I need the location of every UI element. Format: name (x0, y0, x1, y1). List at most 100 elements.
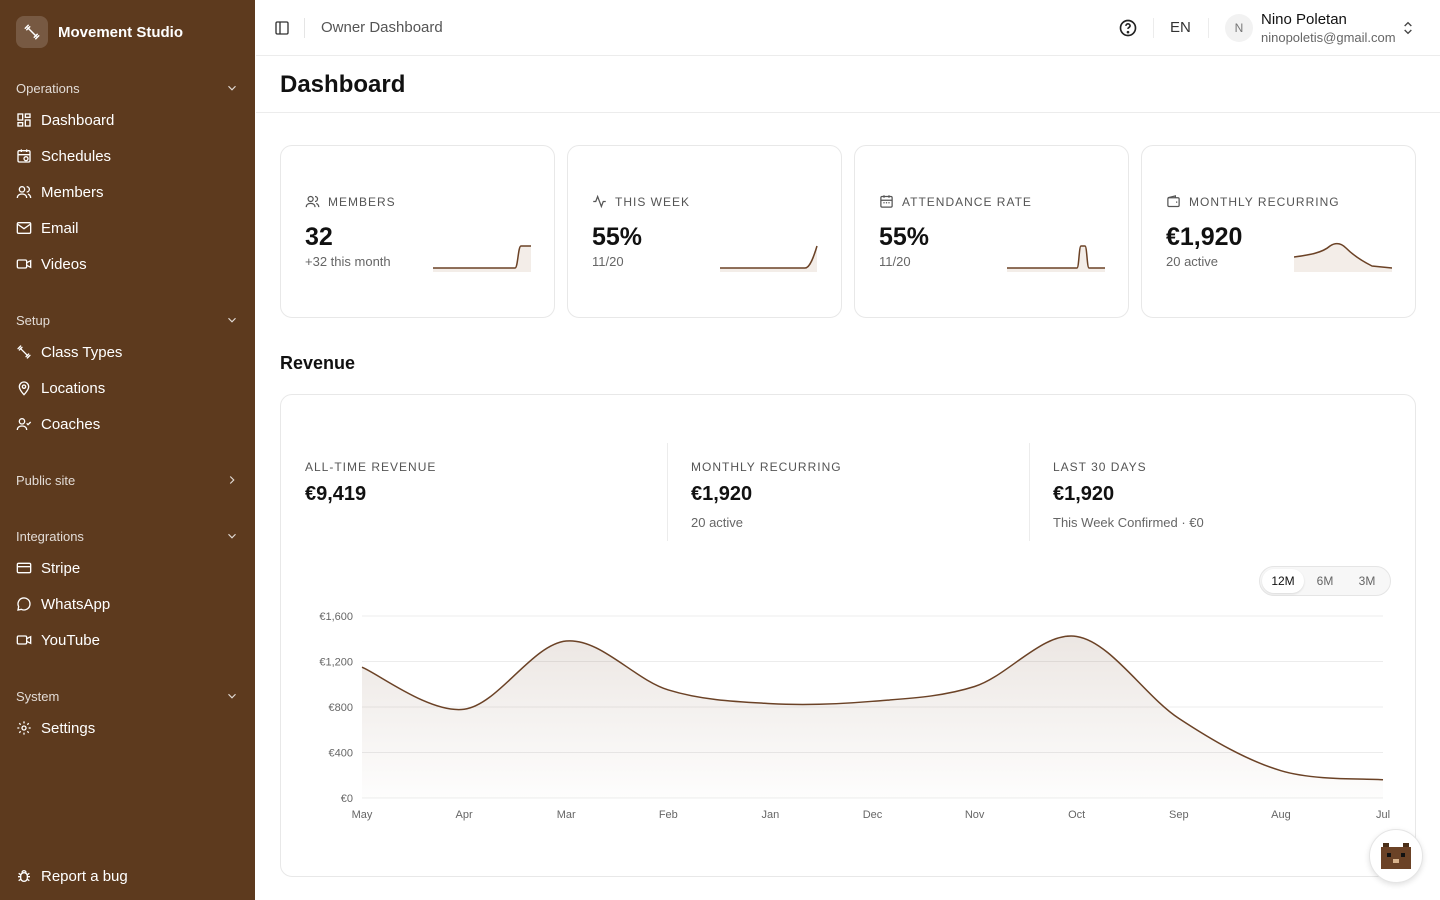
video-icon (16, 635, 32, 645)
user-email[interactable]: ninopoletis@gmail.com (1261, 30, 1396, 45)
sidebar-item-label: Videos (41, 255, 87, 273)
group-label: Operations (16, 80, 80, 96)
brand[interactable]: Movement Studio (16, 16, 183, 48)
sidebar-toggle-button[interactable] (272, 18, 292, 38)
help-icon[interactable] (1118, 18, 1138, 38)
group-setup[interactable]: Setup (16, 310, 239, 330)
x-tick-label: Oct (1068, 809, 1085, 821)
revenue-area (362, 636, 1383, 798)
group-label: System (16, 688, 60, 704)
sidebar-item-members[interactable]: Members (8, 176, 247, 208)
x-tick-label: Mar (557, 809, 576, 821)
mascot-chat-button[interactable] (1369, 829, 1423, 883)
gear-icon (17, 721, 31, 735)
calendar-clock-icon (17, 149, 31, 163)
x-tick-label: Aug (1271, 809, 1291, 821)
language-switch[interactable]: EN (1170, 19, 1191, 36)
chevron-down-icon (228, 317, 236, 323)
panel-left-icon (275, 21, 289, 35)
bug-icon (18, 870, 30, 882)
sparkline (1294, 242, 1392, 272)
sidebar-item-dashboard[interactable]: Dashboard (8, 104, 247, 136)
group-system[interactable]: System (16, 686, 239, 706)
stat-card-this-week: THIS WEEK 55% 11/20 (567, 145, 842, 318)
sidebar-item-class-types[interactable]: Class Types (8, 336, 247, 368)
monthly-recurring-revenue: MONTHLY RECURRING €1,920 20 active (691, 460, 842, 530)
sidebar-item-label: Locations (41, 379, 106, 397)
group-label: Public site (16, 472, 76, 488)
group-label: Setup (16, 312, 50, 328)
chevron-down-icon (228, 533, 236, 539)
report-bug-label: Report a bug (41, 867, 128, 885)
x-tick-label: Jul (1376, 809, 1390, 821)
sidebar-item-label: Settings (41, 719, 96, 737)
sidebar-item-coaches[interactable]: Coaches (8, 408, 247, 440)
x-tick-label: Nov (965, 809, 985, 821)
divider (1029, 443, 1030, 541)
sidebar-item-label: Class Types (41, 343, 123, 361)
activity-icon (593, 194, 606, 209)
cat-icon (1381, 843, 1411, 869)
sidebar: Movement Studio Operations Dashboard Sch… (0, 0, 255, 900)
revenue-value: €1,920 (691, 483, 753, 505)
stat-label: THIS WEEK (592, 194, 690, 209)
range-3m-button[interactable]: 3M (1358, 574, 1376, 588)
range-12m-button[interactable]: 12M (1262, 569, 1304, 593)
stat-value: €1,920 (1166, 223, 1243, 251)
page-title: Dashboard (280, 71, 406, 98)
mail-icon (16, 222, 32, 234)
x-tick-label: May (352, 809, 373, 821)
x-tick-label: Feb (659, 809, 678, 821)
sidebar-item-label: Schedules (41, 147, 112, 165)
sidebar-item-locations[interactable]: Locations (8, 372, 247, 404)
x-tick-label: Dec (863, 809, 883, 821)
chevrons-up-down-icon[interactable] (1400, 19, 1416, 37)
revenue-label: LAST 30 DAYS (1053, 460, 1147, 474)
sidebar-item-settings[interactable]: Settings (8, 712, 247, 744)
chevron-right-icon (229, 476, 235, 484)
group-operations[interactable]: Operations (16, 78, 239, 98)
sidebar-item-whatsapp[interactable]: WhatsApp (8, 588, 247, 620)
revenue-label: MONTHLY RECURRING (691, 460, 842, 474)
stat-label-text: MEMBERS (328, 194, 396, 209)
sidebar-item-email[interactable]: Email (8, 212, 247, 244)
divider (304, 18, 305, 38)
section-title-revenue: Revenue (280, 353, 356, 373)
y-tick-label: €1,600 (319, 611, 353, 623)
user-check-icon (16, 418, 32, 431)
x-tick-label: Sep (1169, 809, 1189, 821)
sidebar-item-schedules[interactable]: Schedules (8, 140, 247, 172)
video-icon (16, 259, 32, 269)
credit-card-icon (16, 562, 32, 574)
sidebar-item-videos[interactable]: Videos (8, 248, 247, 280)
group-integrations[interactable]: Integrations (16, 526, 239, 546)
sidebar-item-label: Stripe (41, 559, 81, 577)
revenue-value: €9,419 (305, 483, 367, 505)
chevron-down-icon (228, 693, 236, 699)
sidebar-item-stripe[interactable]: Stripe (8, 552, 247, 584)
stat-value: 32 (305, 223, 333, 251)
group-public-site[interactable]: Public site (16, 470, 239, 490)
breadcrumb[interactable]: Owner Dashboard (321, 19, 443, 36)
stat-label: MONTHLY RECURRING (1166, 194, 1340, 209)
y-tick-label: €800 (329, 702, 353, 714)
map-pin-icon (18, 381, 30, 396)
avatar[interactable]: N (1225, 14, 1253, 42)
x-tick-label: Apr (456, 809, 473, 821)
sidebar-item-label: WhatsApp (41, 595, 111, 613)
user-name[interactable]: Nino Poletan (1261, 11, 1347, 28)
stat-label: MEMBERS (305, 194, 396, 209)
sparkline (433, 245, 531, 272)
divider (1153, 18, 1154, 38)
range-6m-button[interactable]: 6M (1316, 574, 1334, 588)
report-bug-button[interactable]: Report a bug (8, 860, 247, 892)
group-label: Integrations (16, 528, 84, 544)
brand-name: Movement Studio (58, 23, 184, 41)
sidebar-item-label: YouTube (41, 631, 100, 649)
all-time-revenue: ALL-TIME REVENUE €9,419 (305, 460, 436, 506)
stat-card-members: MEMBERS 32 +32 this month (280, 145, 555, 318)
stat-sub: 11/20 (879, 254, 911, 269)
stat-label-text: ATTENDANCE RATE (902, 194, 1032, 209)
stat-card-monthly-recurring: MONTHLY RECURRING €1,920 20 active (1141, 145, 1416, 318)
sidebar-item-youtube[interactable]: YouTube (8, 624, 247, 656)
